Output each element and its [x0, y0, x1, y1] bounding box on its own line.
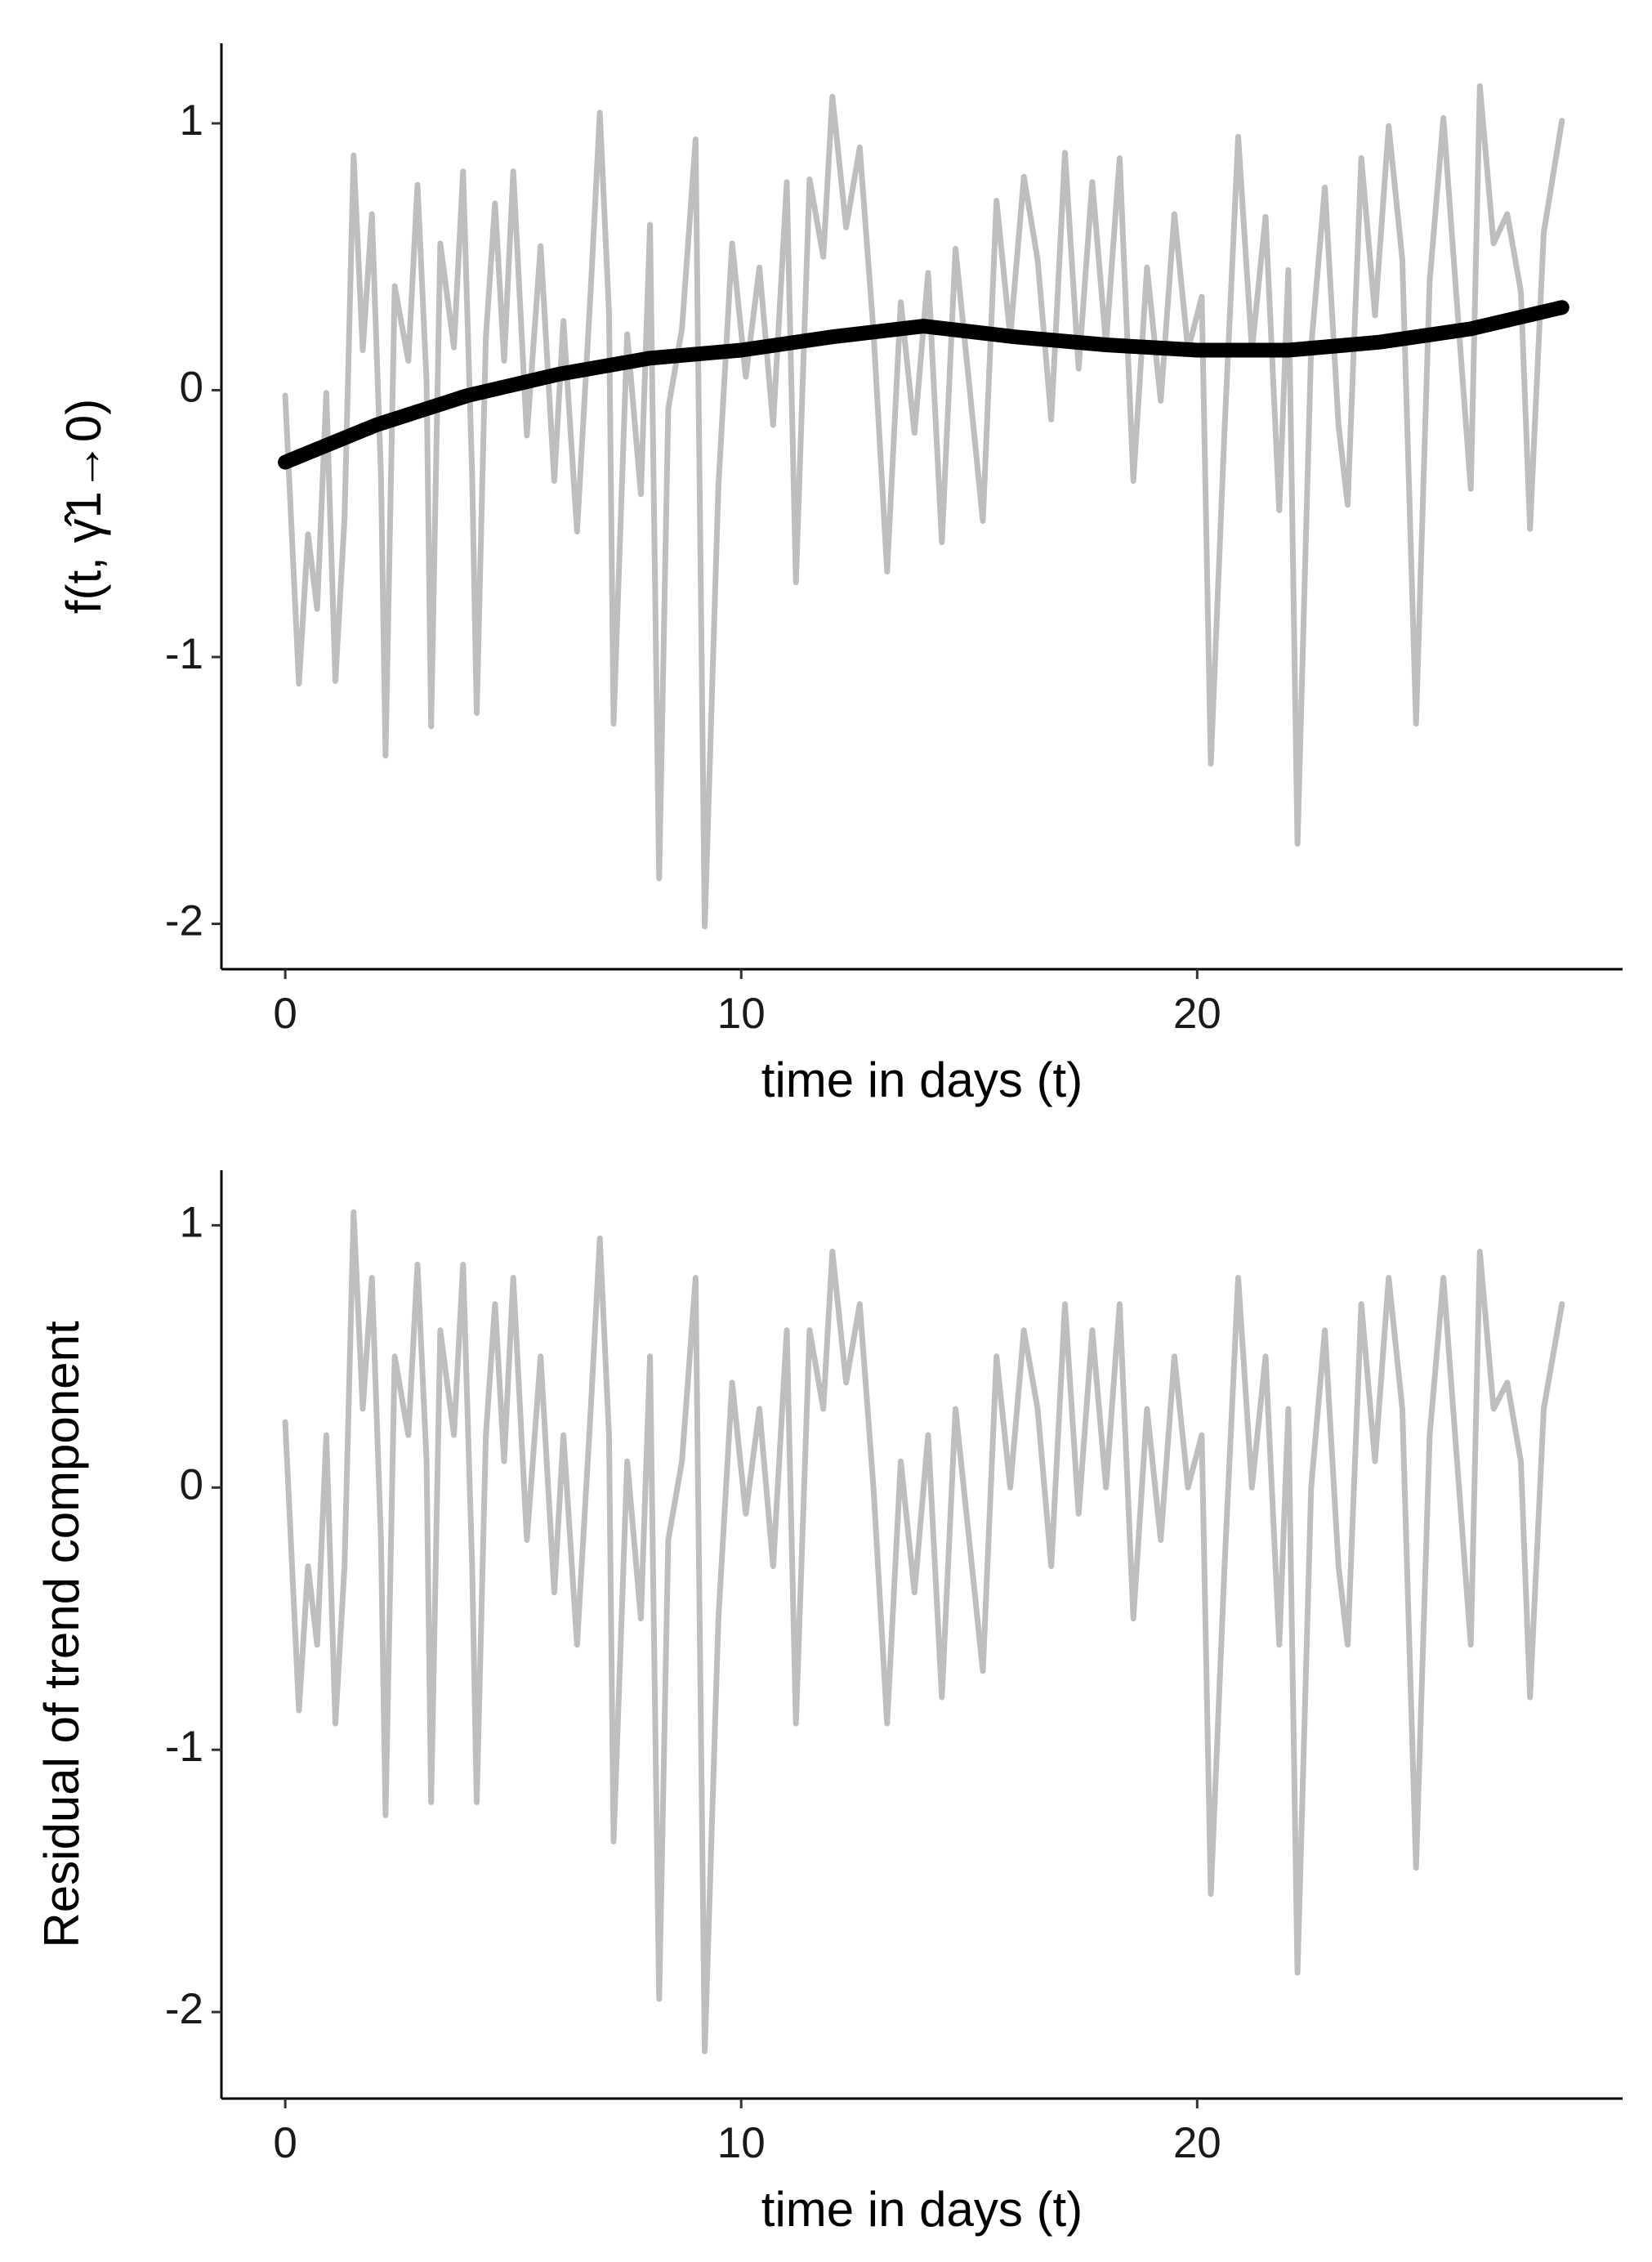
y-tick-label: -1	[165, 1723, 203, 1771]
y-axis-title: f(t, γ̂1→0)	[56, 399, 111, 614]
data-line	[282, 83, 1565, 930]
y-tick-label: 0	[180, 1460, 203, 1509]
y-tick-label: 0	[180, 363, 203, 411]
x-tick-label: 10	[717, 990, 766, 1038]
x-axis-title: time in days (t)	[761, 1053, 1083, 1107]
x-tick-label: 20	[1173, 2119, 1221, 2167]
y-tick-label: -2	[165, 1985, 203, 2033]
x-tick-label: 10	[717, 2119, 766, 2167]
data-line	[282, 1209, 1565, 2054]
x-tick-label: 20	[1173, 990, 1221, 1038]
x-tick-label: 0	[273, 2119, 297, 2167]
x-tick-label: 0	[273, 990, 297, 1038]
x-axis-title: time in days (t)	[761, 2182, 1083, 2237]
y-tick-label: -2	[165, 896, 203, 945]
y-axis-title: Residual of trend component	[34, 1321, 89, 1947]
y-tick-label: 1	[180, 96, 203, 145]
y-tick-label: 1	[180, 1198, 203, 1246]
trend-line	[278, 300, 1569, 470]
y-tick-label: -1	[165, 630, 203, 678]
